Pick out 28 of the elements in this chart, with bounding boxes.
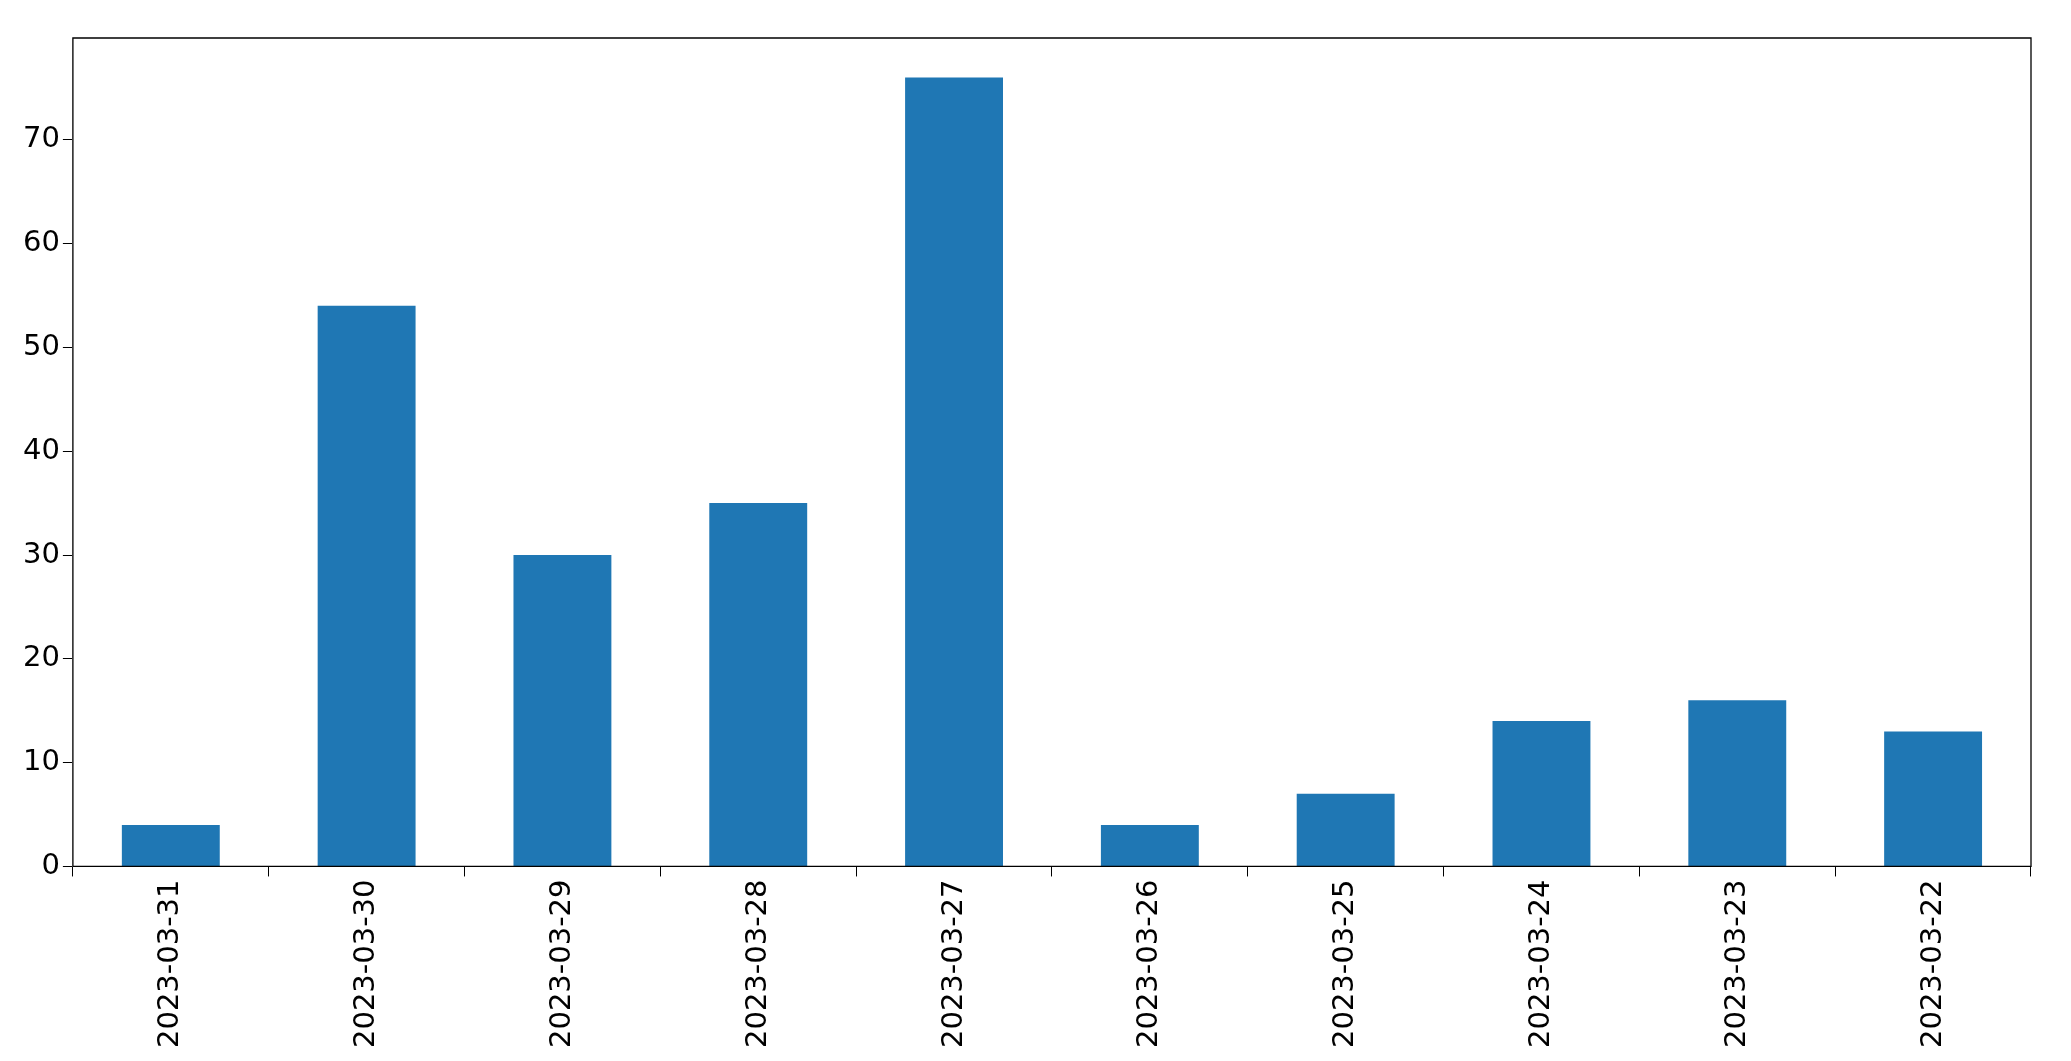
y-tick-label: 10 [23, 743, 60, 778]
bar [317, 305, 416, 866]
x-tick-label: 2023-03-30 [347, 879, 382, 1049]
bar [1296, 793, 1395, 866]
x-tick-label: 2023-03-23 [1717, 879, 1752, 1049]
bar [709, 503, 808, 866]
bar [1688, 700, 1787, 866]
y-tick-label: 0 [41, 847, 60, 881]
y-tick-label: 70 [23, 120, 60, 155]
y-tick-label: 60 [23, 224, 60, 259]
bar [1492, 721, 1591, 866]
y-tick-label: 50 [23, 327, 60, 362]
bar [513, 555, 612, 866]
x-tick-label: 2023-03-26 [1130, 879, 1165, 1049]
bar [121, 824, 220, 866]
y-tick-label: 20 [23, 639, 60, 674]
x-tick-label: 2023-03-29 [542, 879, 577, 1049]
x-tick-label: 2023-03-28 [738, 879, 773, 1049]
bar [905, 77, 1003, 866]
y-tick-label: 40 [23, 431, 60, 466]
x-tick-label: 2023-03-27 [934, 879, 969, 1049]
bar [1884, 731, 1983, 866]
x-tick-label: 2023-03-31 [151, 879, 186, 1049]
x-tick-label: 2023-03-25 [1326, 879, 1361, 1049]
y-tick-label: 30 [23, 535, 60, 570]
bar [1100, 824, 1199, 866]
x-tick-label: 2023-03-22 [1913, 879, 1948, 1049]
x-tick-label: 2023-03-24 [1522, 879, 1557, 1049]
